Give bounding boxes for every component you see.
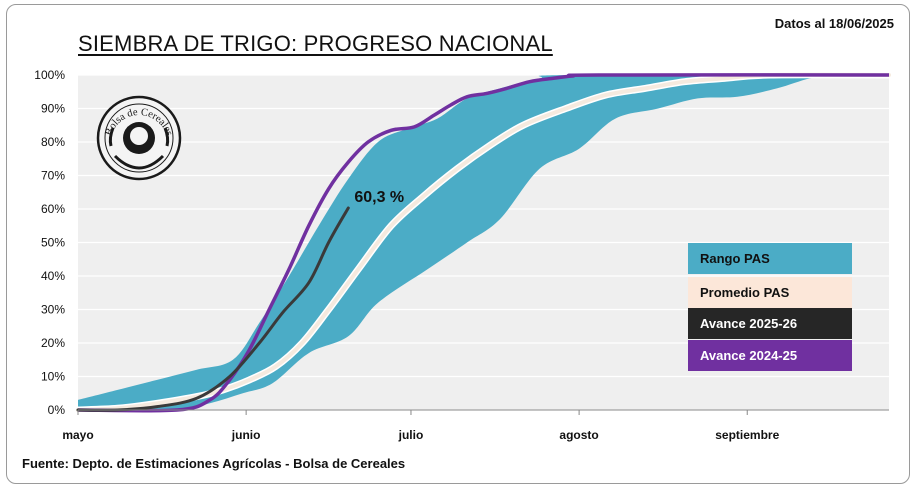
x-tick-label-septiembre: septiembre	[715, 428, 779, 442]
current-value-annotation: 60,3 %	[354, 189, 404, 206]
x-tick-label-agosto: agosto	[559, 428, 598, 442]
y-tick-label-50: 50%	[41, 236, 65, 250]
average-line	[76, 72, 891, 412]
x-axis-ticks	[77, 409, 889, 415]
source-note: Fuente: Depto. de Estimaciones Agrícolas…	[22, 456, 406, 471]
y-tick-label-60: 60%	[41, 202, 65, 216]
previous-season-line	[77, 73, 890, 413]
legend-range: Rango PAS	[688, 243, 852, 274]
y-tick-label-30: 30%	[41, 303, 65, 317]
range-band	[78, 74, 889, 411]
x-tick-label-junio: junio	[231, 428, 261, 442]
y-tick-label-80: 80%	[41, 135, 65, 149]
y-tick-label-70: 70%	[41, 169, 65, 183]
chart-title: SIEMBRA DE TRIGO: PROGRESO NACIONAL	[78, 31, 553, 56]
x-axis-labels: mayo junio julio agosto septiembre	[62, 428, 779, 442]
y-tick-label-40: 40%	[41, 269, 65, 283]
x-tick-label-julio: julio	[398, 428, 424, 442]
y-tick-label-90: 90%	[41, 102, 65, 116]
legend-2024-25: Avance 2024-25	[688, 340, 852, 371]
logo-seal: Bolsa de Cereales	[96, 95, 182, 181]
date-note: Datos al 18/06/2025	[774, 16, 894, 31]
y-tick-label-20: 20%	[41, 336, 65, 350]
y-tick-label-10: 10%	[41, 370, 65, 384]
legend-average: Promedio PAS	[688, 277, 852, 308]
current-season-line	[76, 206, 350, 412]
x-tick-label-mayo: mayo	[62, 428, 93, 442]
legend-2025-26: Avance 2025-26	[688, 308, 852, 339]
y-tick-label-0: 0%	[48, 403, 66, 417]
y-tick-label-100: 100%	[34, 68, 65, 82]
y-axis-labels: 0% 10% 20% 30% 40% 50% 60% 70% 80% 90% 100%	[34, 68, 65, 417]
